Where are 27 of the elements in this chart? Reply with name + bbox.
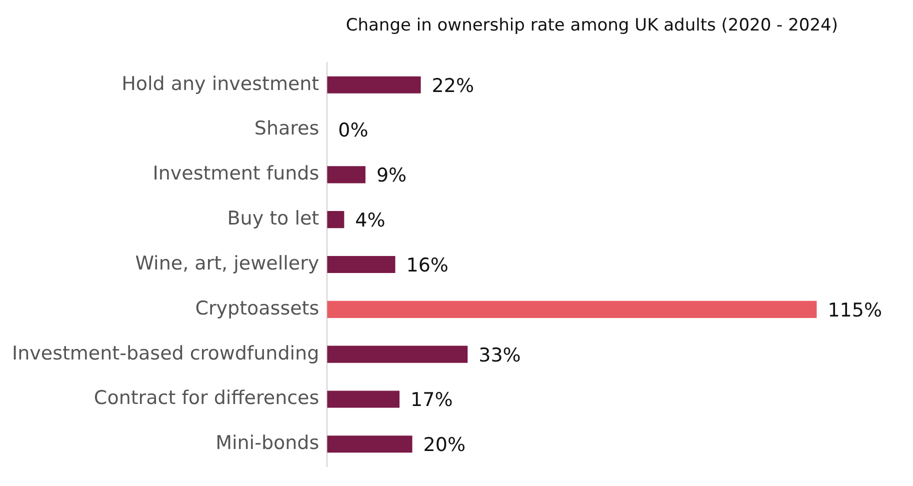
- y-tick-label: Wine, art, jewellery: [135, 252, 320, 274]
- y-tick-label: Buy to let: [227, 208, 320, 230]
- bar: [327, 166, 366, 184]
- bar: [327, 76, 421, 94]
- bar: [327, 211, 344, 228]
- y-tick-label: Mini-bonds: [216, 432, 320, 454]
- data-label: 16%: [406, 254, 448, 276]
- bar: [327, 256, 396, 274]
- chart-title: Change in ownership rate among UK adults (2020 - 2024): [346, 16, 838, 36]
- y-tick-label: Hold any investment: [122, 72, 320, 95]
- data-label: 9%: [376, 164, 407, 187]
- y-tick-label: Contract for differences: [94, 387, 320, 410]
- y-tick-label: Cryptoassets: [195, 297, 320, 320]
- data-label: 33%: [478, 344, 521, 366]
- bar: [327, 436, 412, 453]
- data-label: 17%: [410, 389, 453, 412]
- data-label: 0%: [338, 120, 368, 142]
- bar: [327, 390, 400, 408]
- y-tick-label: Shares: [254, 118, 320, 140]
- data-label: 115%: [828, 299, 882, 322]
- y-tick-label: Investment-based crowdfunding: [12, 342, 320, 364]
- y-tick-label: Investment funds: [152, 162, 320, 185]
- data-label: 20%: [423, 434, 466, 456]
- bar: [327, 300, 817, 318]
- data-label: 22%: [432, 74, 474, 97]
- bar: [327, 346, 468, 363]
- data-label: 4%: [355, 210, 386, 232]
